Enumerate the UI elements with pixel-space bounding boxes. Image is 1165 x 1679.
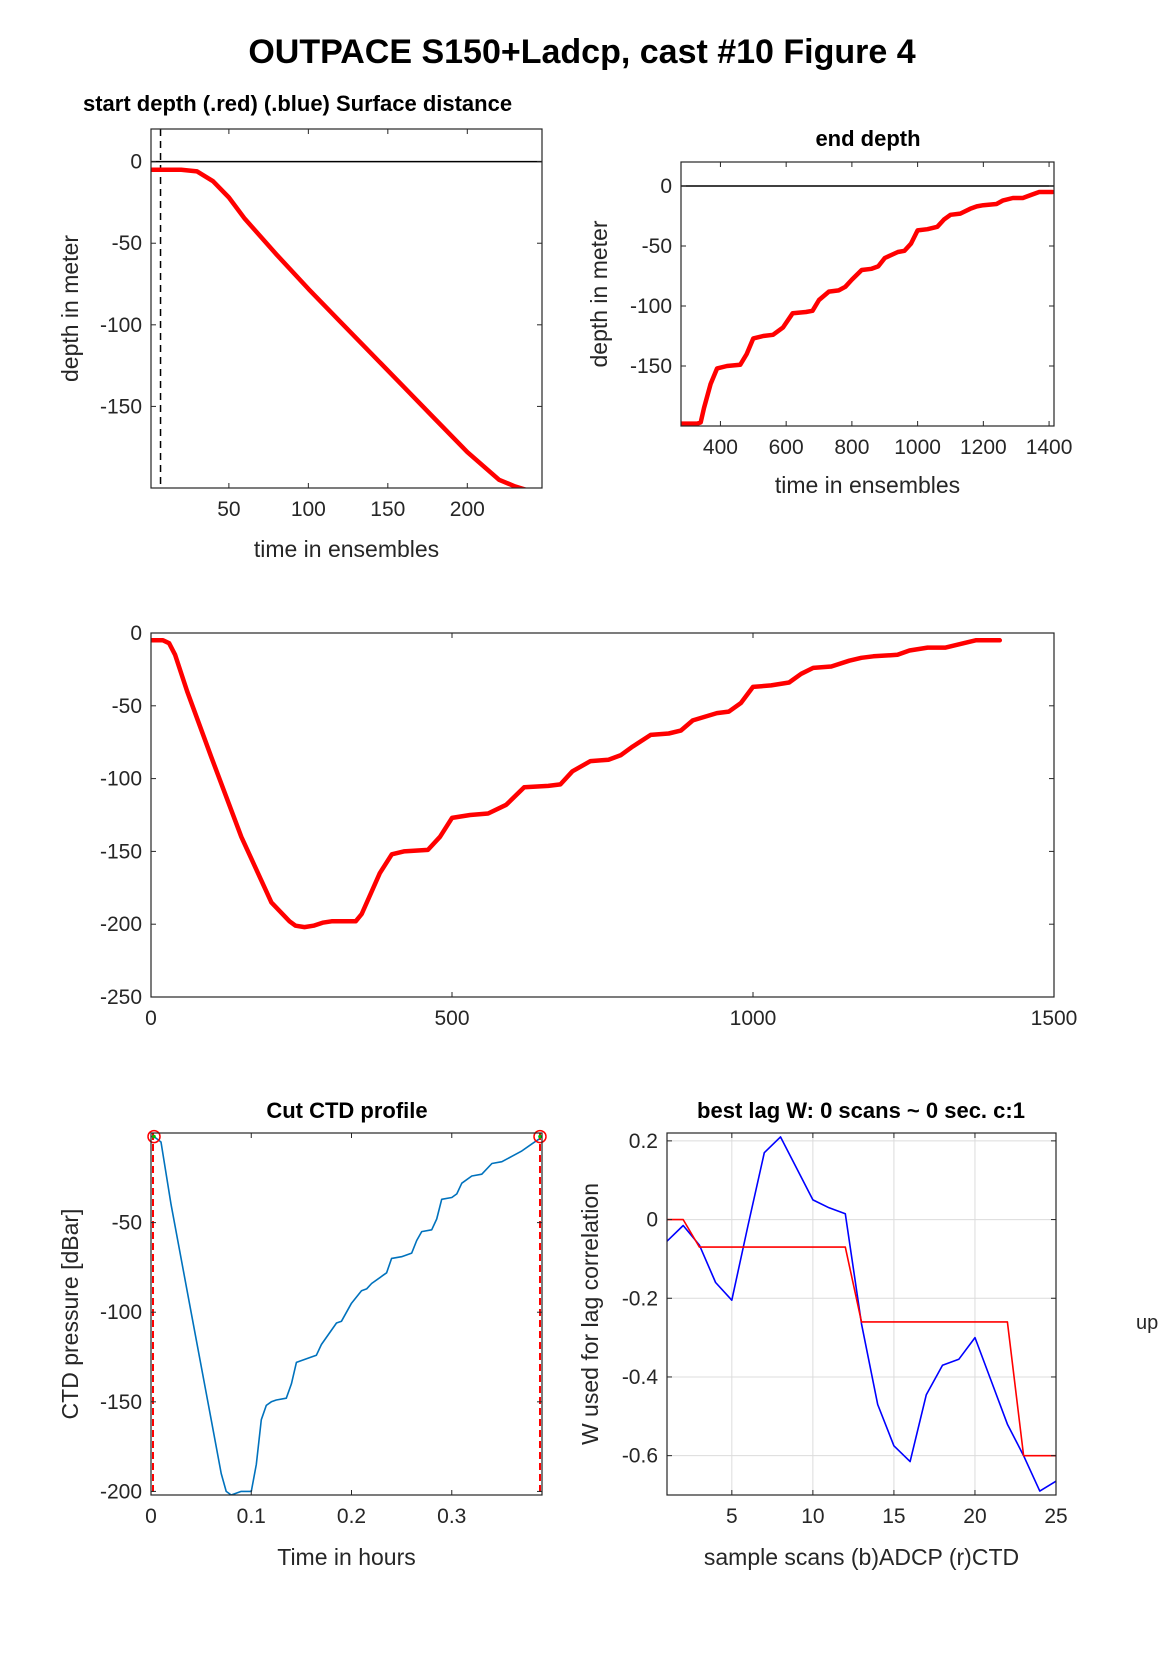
x-tick-label: 0 [145,1007,157,1030]
y-tick-label: 0.2 [629,1130,658,1153]
y-tick-label: -0.6 [622,1445,658,1468]
x-tick-label: 15 [882,1505,905,1528]
y-tick-label: -200 [100,913,142,936]
plot-full-area: 0 500 1000 1500 0 -50 -100 -150 -200 -250 [100,622,1077,1030]
x-tick-label: 800 [834,436,869,459]
x-axis-label: time in ensembles [775,472,960,498]
x-tick-label: 0 [145,1505,157,1528]
plot-lag-area: 5 10 15 20 25 0.2 0 -0.2 -0.4 -0.6 sample scans (b… [577,1130,1068,1570]
series-line-1 [667,1136,1056,1492]
y-tick-label: -100 [100,1301,142,1324]
figure-title: OUTPACE S150+Ladcp, cast #10 Figure 4 [248,33,915,71]
x-tick-label: 1500 [1031,1007,1078,1030]
y-tick-label: -150 [100,395,142,418]
y-axis-label: depth in meter [57,235,83,382]
y-tick-label: 0 [646,1209,658,1232]
plot-ctd-area: 0 0.1 0.2 0.3 -50 -100 -150 -200 Time in hours CT… [57,1129,547,1570]
x-tick-label: 10 [801,1505,824,1528]
chart-lag-title: best lag W: 0 scans ~ 0 sec. c:1 [697,1098,1025,1123]
chart-start-title: start depth (.red) (.blue) Surface dista… [83,91,512,116]
axes-box [150,128,543,489]
y-tick-label: -150 [100,1391,142,1414]
y-tick-label: -50 [112,695,142,718]
x-tick-label: 5 [726,1505,738,1528]
series-line-1 [151,167,528,488]
y-tick-label: -50 [642,235,672,258]
series-line-1 [681,189,1054,426]
y-tick-label: -100 [100,768,142,791]
x-tick-label: 150 [370,498,405,521]
cut-marker-dot [538,1134,542,1139]
series-line-1 [151,638,1003,930]
plot-end-area: 400 600 800 1000 1200 1400 0 -50 -100 -150 time in… [586,161,1073,498]
chart-end-title: end depth [815,126,920,151]
x-tick-label: 1000 [730,1007,777,1030]
y-axis-label: W used for lag correlation [577,1183,603,1445]
x-tick-label: 1000 [894,436,941,459]
y-axis-label: CTD pressure [dBar] [57,1209,83,1420]
chart-ctd-profile: Cut CTD profile 0 0.1 0.2 0.3 -50 -100 -150 -20… [57,1098,547,1570]
y-tick-label: -150 [630,355,672,378]
x-tick-label: 500 [434,1007,469,1030]
y-tick-label: -100 [100,314,142,337]
chart-ctd-title: Cut CTD profile [266,1098,427,1123]
x-tick-label: 0.3 [437,1505,466,1528]
x-axis-label: Time in hours [277,1544,415,1570]
series-line-1 [151,1135,541,1495]
x-tick-label: 20 [963,1505,986,1528]
chart-start-depth: start depth (.red) (.blue) Surface dista… [57,91,543,562]
x-tick-label: 100 [291,498,326,521]
y-axis-label: depth in meter [586,220,612,367]
y-tick-label: -150 [100,840,142,863]
axes-box [666,1132,1057,1496]
x-tick-label: 25 [1044,1505,1067,1528]
chart-full-depth: 0 500 1000 1500 0 -50 -100 -150 -200 -250 [100,622,1077,1030]
y-tick-label: -0.4 [622,1366,659,1389]
plot-start-area: 50 100 150 200 0 -50 -100 -150 time in ensembles… [57,128,543,562]
y-tick-label: -50 [112,232,142,255]
cut-marker-dot [152,1134,156,1139]
y-tick-label: 0 [130,151,142,174]
axes-box [150,632,1055,998]
x-tick-label: 0.1 [237,1505,266,1528]
x-tick-label: 50 [217,498,240,521]
chart-lag-correlation: best lag W: 0 scans ~ 0 sec. c:1 5 10 15 20… [577,1098,1068,1570]
x-axis-label: sample scans (b)ADCP (r)CTD [704,1544,1019,1570]
axes-box [680,161,1055,427]
side-label: up [1136,1312,1158,1334]
series-line-2 [667,1218,1056,1457]
x-tick-label: 1400 [1026,436,1073,459]
x-tick-label: 200 [450,498,485,521]
cut-marker-circle [533,1129,547,1144]
y-tick-label: -200 [100,1480,142,1503]
x-tick-label: 600 [769,436,804,459]
cut-marker-circle [147,1129,161,1144]
y-tick-label: -50 [112,1212,142,1235]
chart-end-depth: end depth 400 600 800 1000 1200 1400 0 -50 -100 -… [586,126,1072,498]
x-tick-label: 0.2 [337,1505,366,1528]
y-tick-label: -100 [630,295,672,318]
x-tick-label: 400 [703,436,738,459]
y-tick-label: 0 [660,175,672,198]
x-tick-label: 1200 [960,436,1007,459]
y-tick-label: -0.2 [622,1287,658,1310]
x-axis-label: time in ensembles [254,536,439,562]
y-tick-label: 0 [130,622,142,645]
axes-box [150,1132,543,1496]
y-tick-label: -250 [100,986,142,1009]
